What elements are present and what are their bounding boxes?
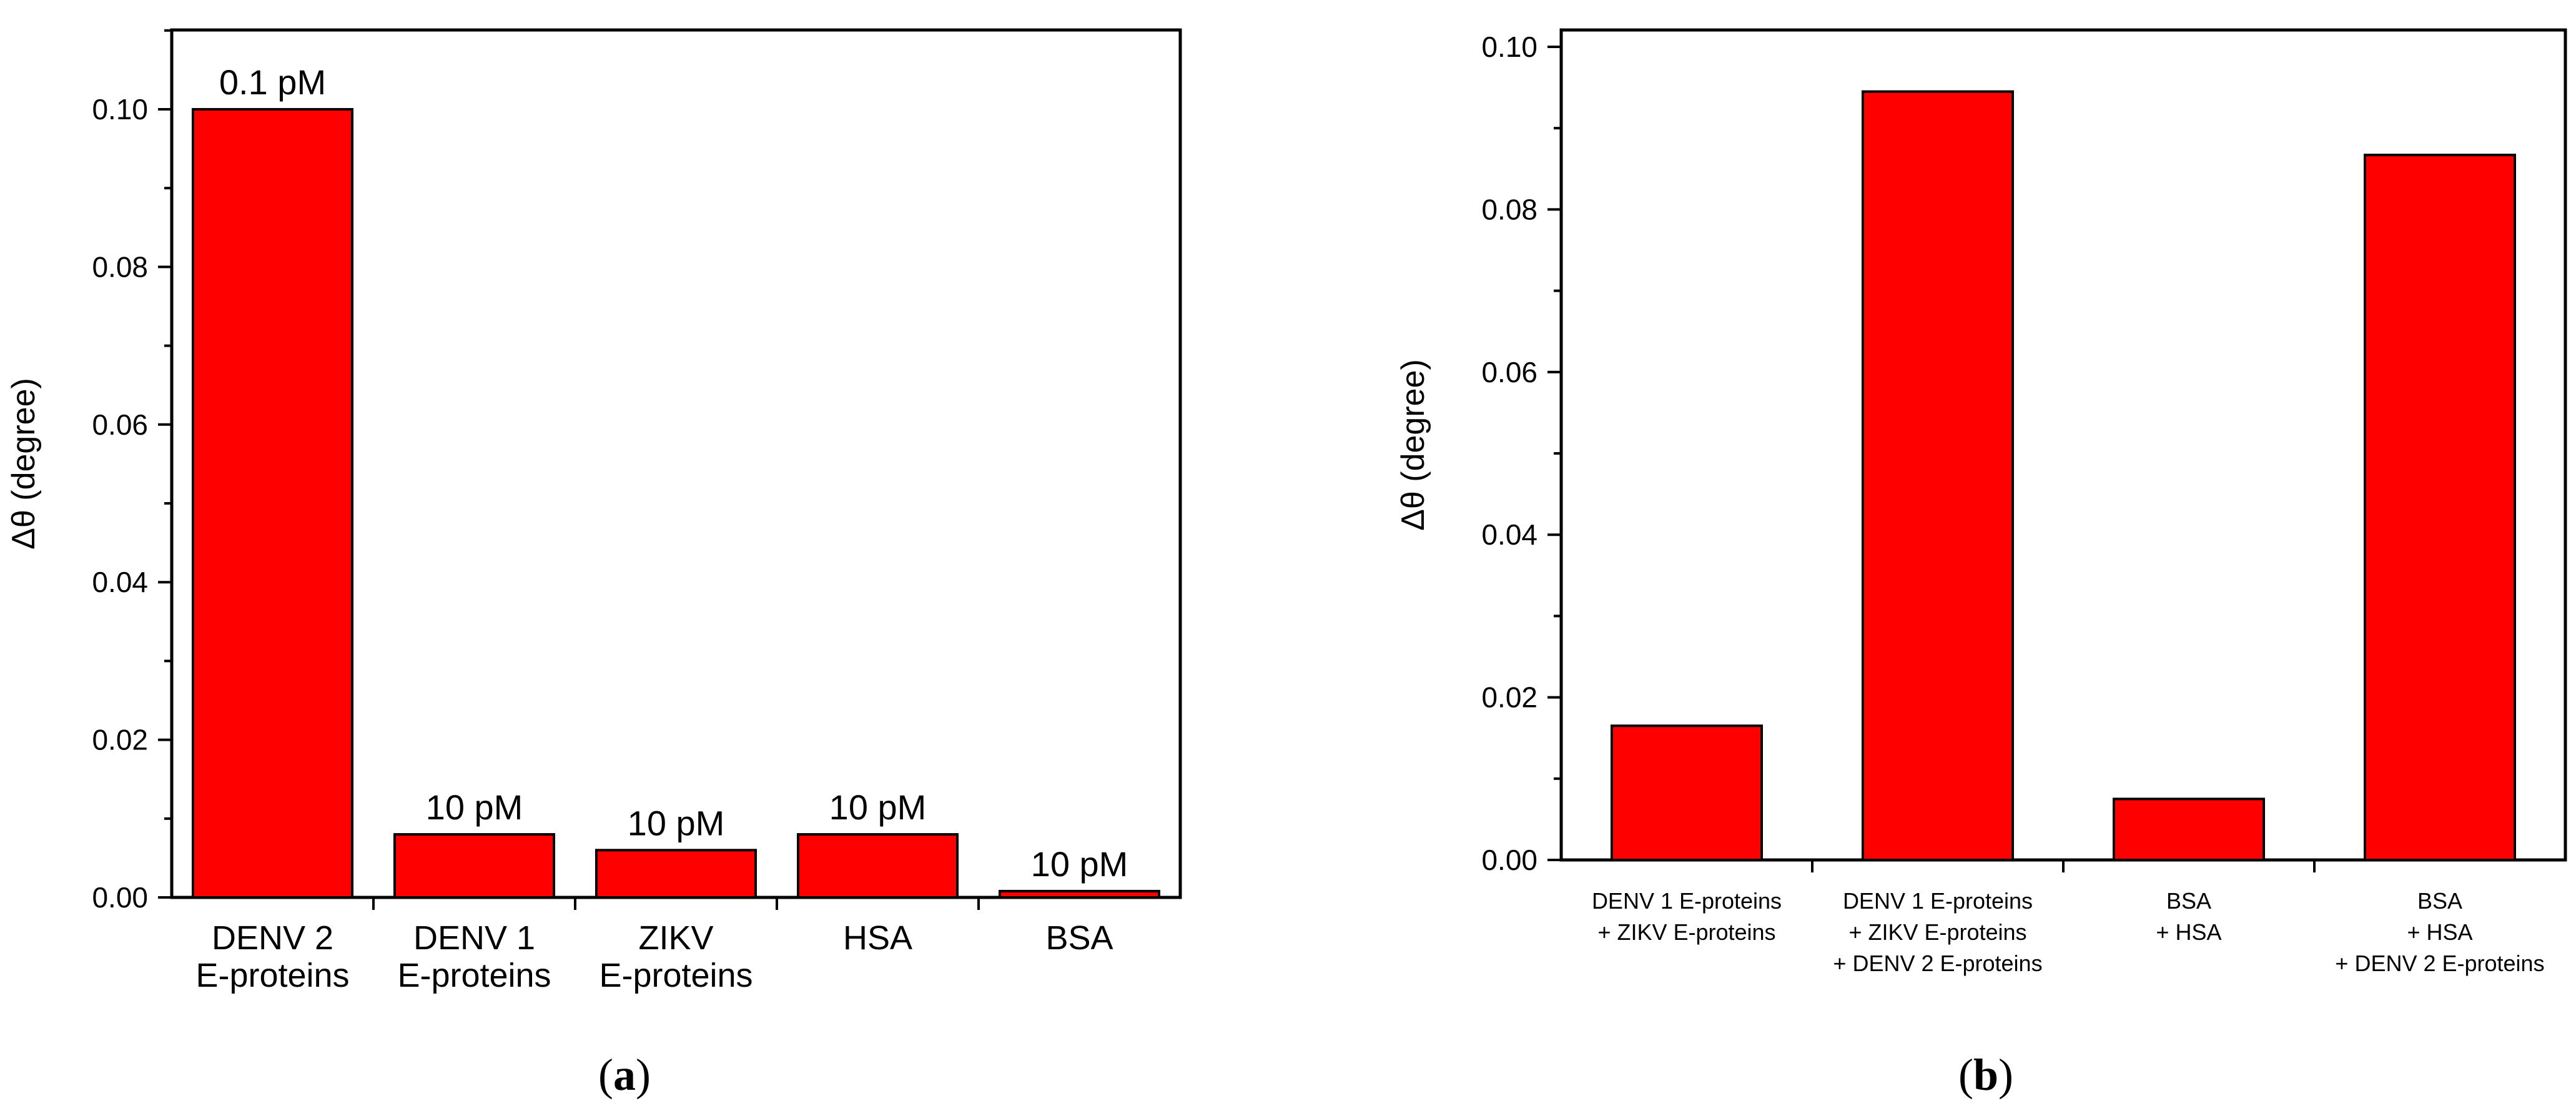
data-label-a-3: 10 pM bbox=[628, 803, 725, 842]
x-category-label-a: DENV 1 E-proteins bbox=[397, 919, 551, 994]
x-category-label-b: BSA + HSA bbox=[2156, 888, 2221, 945]
data-label-a-2: 10 pM bbox=[426, 788, 523, 827]
bar-b-1 bbox=[1611, 724, 1763, 862]
x-category-label-a: ZIKV E-proteins bbox=[599, 919, 753, 994]
y-tick-label-b: 0.10 bbox=[1481, 31, 1537, 63]
data-label-a-5: 10 pM bbox=[1031, 844, 1128, 884]
y-tick-label-b: 0.06 bbox=[1481, 356, 1537, 388]
x-category-label-b: DENV 1 E-proteins + ZIKV E-proteins bbox=[1592, 888, 1782, 945]
x-category-label-b: DENV 1 E-proteins + ZIKV E-proteins + DENV… bbox=[1833, 888, 2042, 976]
bar-a-2 bbox=[393, 833, 555, 899]
y-tick-label-a: 0.02 bbox=[92, 724, 148, 756]
y-axis-label-b: Δθ (degree) bbox=[1395, 359, 1431, 531]
x-category-label-a: HSA bbox=[843, 919, 912, 957]
bar-a-5 bbox=[999, 889, 1160, 899]
y-tick-label-a: 0.04 bbox=[92, 566, 148, 598]
bar-b-2 bbox=[1862, 90, 2014, 862]
y-tick-label-a: 0.06 bbox=[92, 408, 148, 441]
bar-b-4 bbox=[2364, 154, 2516, 861]
bar-a-3 bbox=[595, 849, 757, 899]
y-tick-label-a: 0.00 bbox=[92, 881, 148, 914]
panel-label-b: (b) bbox=[1958, 1050, 2013, 1100]
x-category-label-b: BSA + HSA + DENV 2 E-proteins bbox=[2335, 888, 2544, 976]
y-tick-label-b: 0.02 bbox=[1481, 681, 1537, 714]
y-tick-label-b: 0.08 bbox=[1481, 193, 1537, 225]
y-tick-label-a: 0.08 bbox=[92, 250, 148, 283]
bar-a-4 bbox=[797, 833, 959, 899]
chart-panel-b: 0.00 0.02 0.04 0.06 0.08 0.10 DENV 1 E-protein… bbox=[1395, 28, 2567, 1100]
y-tick-label-b: 0.00 bbox=[1481, 844, 1537, 876]
bar-b-3 bbox=[2113, 797, 2265, 861]
data-label-a-1: 0.1 pM bbox=[219, 62, 326, 102]
chart-panel-a: 0.00 0.02 0.04 0.06 0.08 0.10 DENV 2 E-proteins… bbox=[6, 28, 1182, 1100]
x-category-label-a: DENV 2 E-proteins bbox=[195, 919, 349, 994]
bar-a-1 bbox=[192, 108, 353, 899]
x-category-label-a: BSA bbox=[1045, 919, 1113, 957]
y-tick-label-a: 0.10 bbox=[92, 93, 148, 126]
y-axis-label-a: Δθ (degree) bbox=[6, 378, 42, 550]
data-label-a-4: 10 pM bbox=[829, 788, 927, 827]
panel-label-a: (a) bbox=[598, 1050, 651, 1100]
y-tick-label-b: 0.04 bbox=[1481, 518, 1537, 551]
